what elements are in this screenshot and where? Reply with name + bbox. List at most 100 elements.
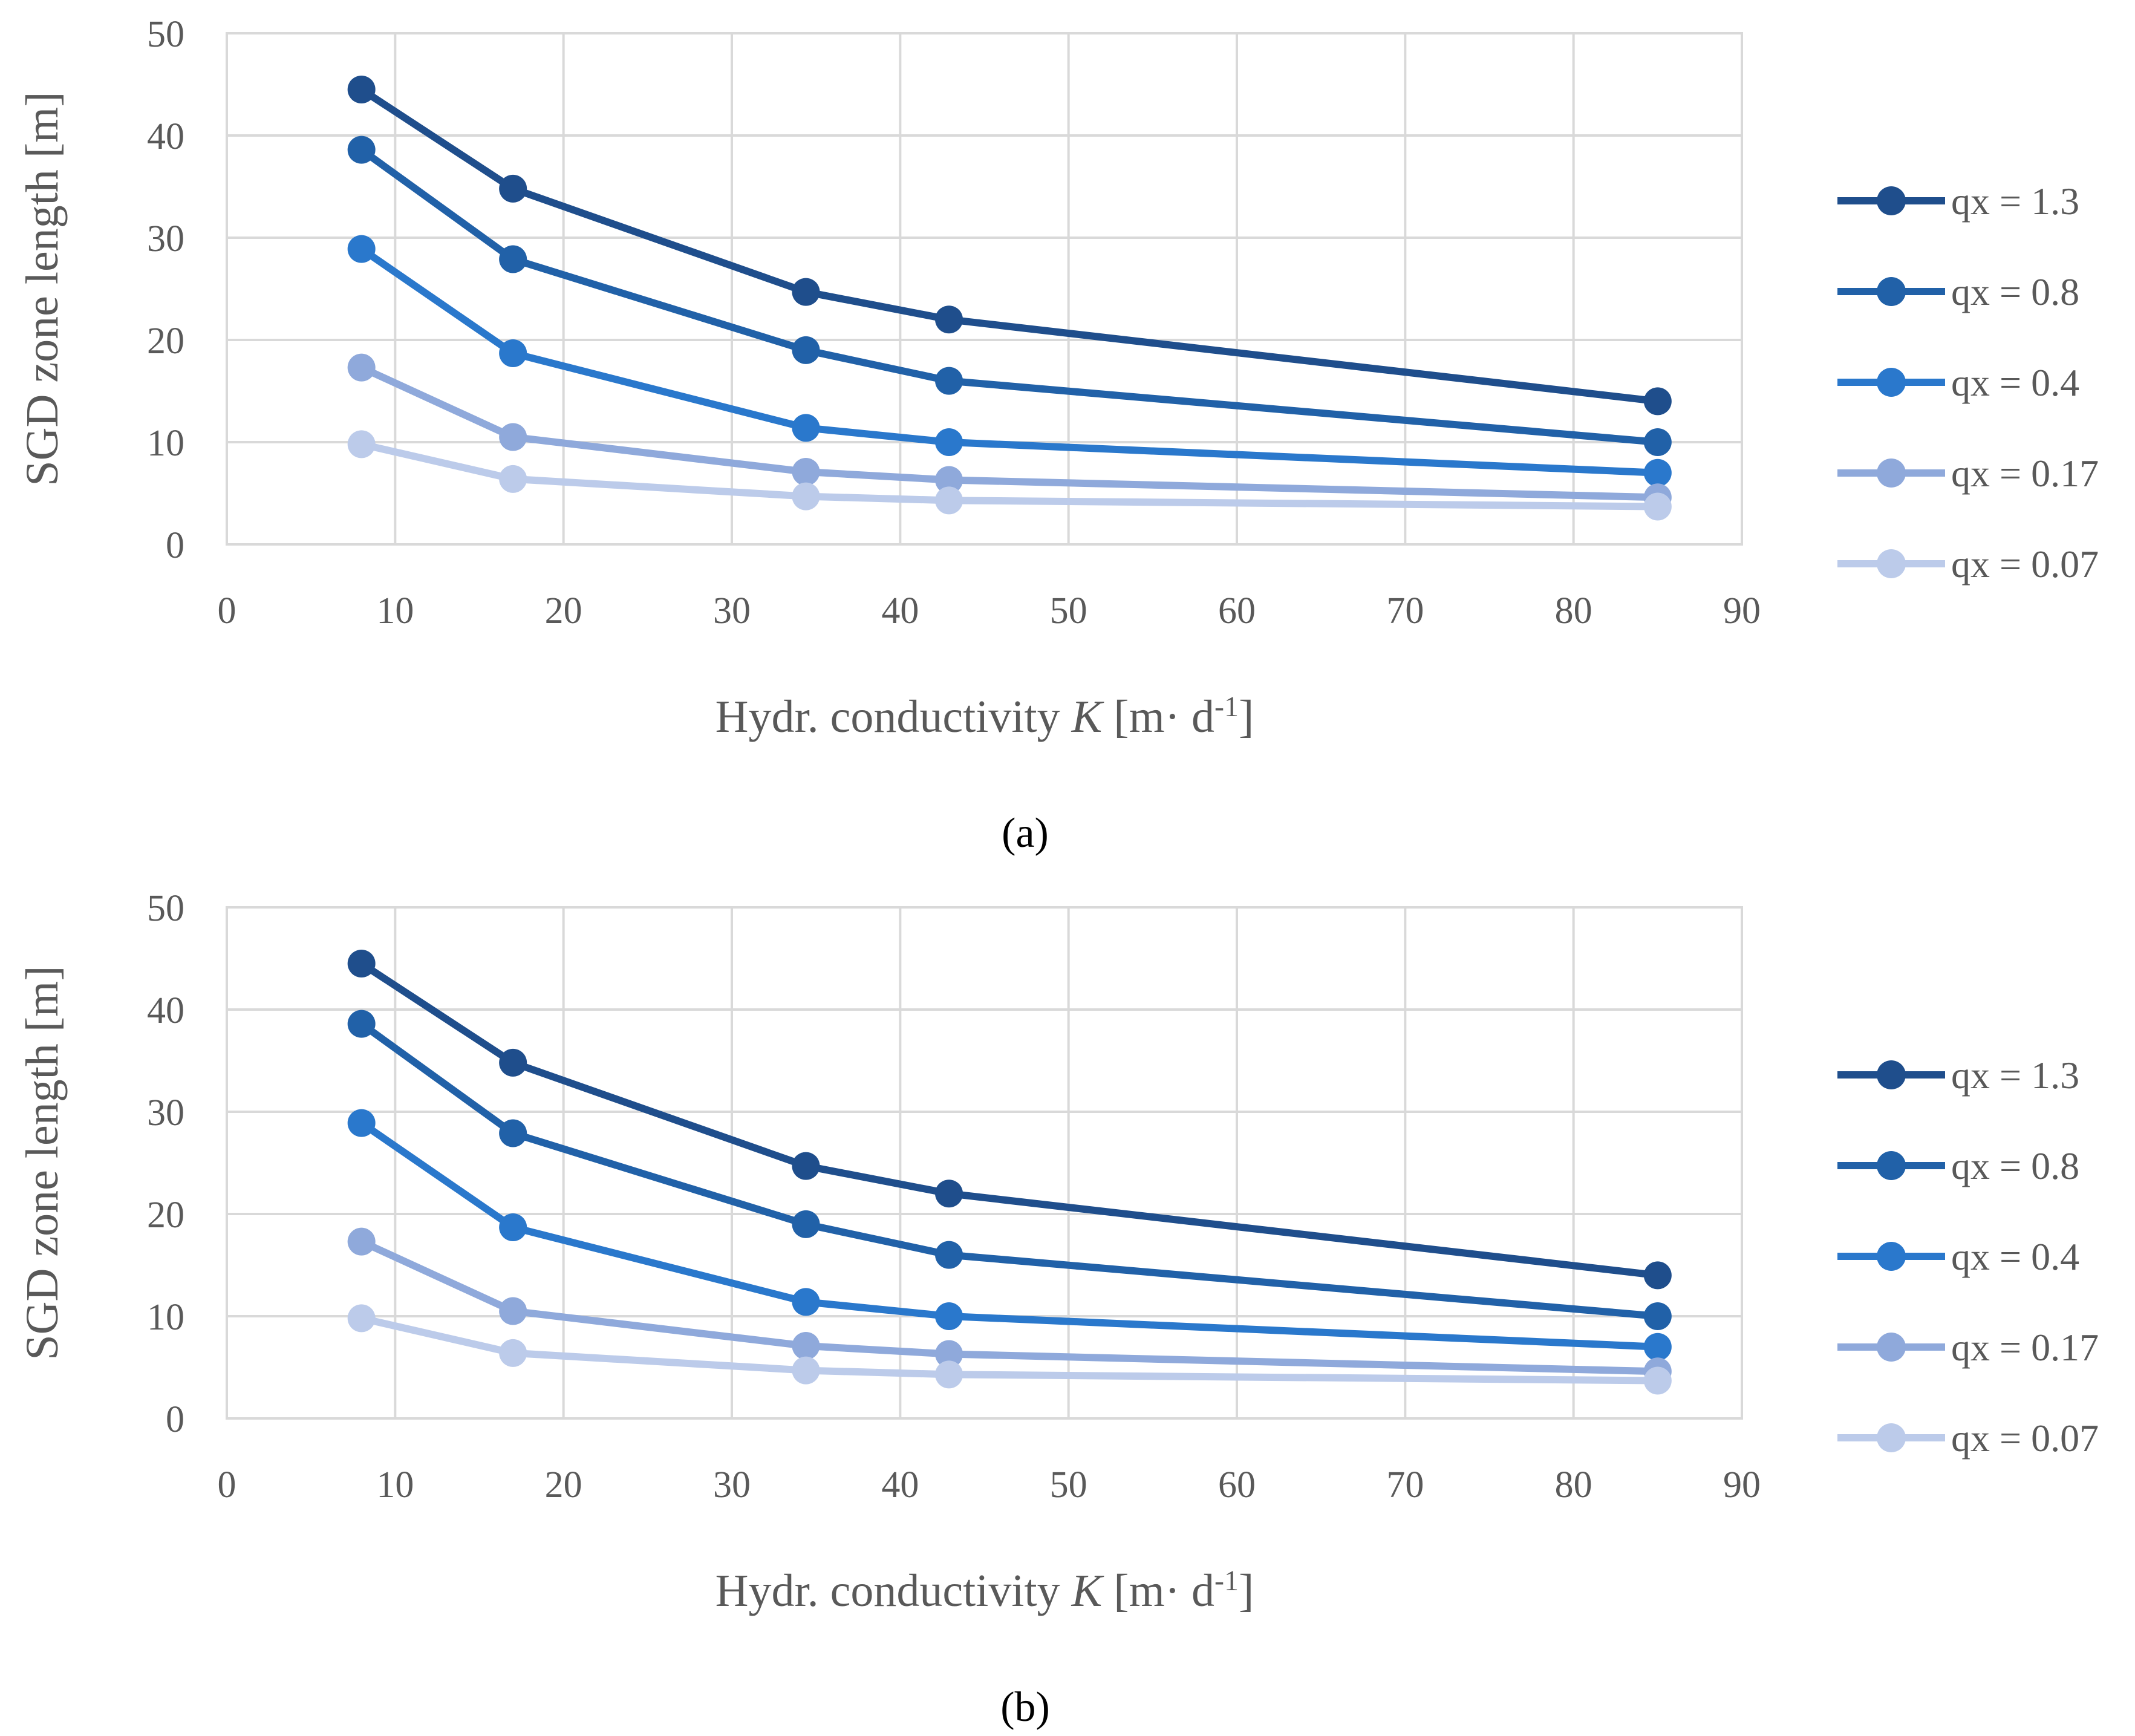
series-line-4	[360, 440, 1658, 511]
legend-label: qx = 0.07	[1951, 543, 2099, 586]
x-tick-label: 80	[1555, 1464, 1592, 1506]
x-tick-label: 60	[1218, 1464, 1256, 1506]
x-axis-title-part: [m· d	[1102, 691, 1214, 742]
plot-area-frame	[226, 906, 1743, 1420]
x-axis-title-part: Hydr. conductivity	[715, 691, 1072, 742]
figure-caption: (a)	[1002, 810, 1049, 857]
legend-label: qx = 0.4	[1951, 361, 2079, 404]
data-point	[935, 466, 963, 494]
y-tick-label: 0	[166, 525, 184, 566]
y-tick-label: 50	[147, 14, 184, 55]
data-point	[792, 1210, 820, 1238]
figure-caption: (b)	[1000, 1684, 1050, 1731]
data-point	[499, 1339, 527, 1367]
x-tick-label: 40	[881, 590, 919, 631]
legend-label: qx = 1.3	[1951, 180, 2079, 223]
data-point	[792, 336, 820, 364]
data-point	[499, 339, 527, 367]
data-point	[935, 486, 963, 515]
x-tick-label: 10	[376, 590, 414, 631]
series-line-1	[359, 146, 1658, 446]
data-point	[935, 1180, 963, 1208]
data-point	[499, 174, 527, 203]
data-point	[499, 1048, 527, 1077]
x-tick-label: 20	[545, 590, 582, 631]
legend-swatch-marker	[1877, 1333, 1906, 1362]
legend-swatch-marker	[1877, 1242, 1906, 1271]
data-point	[347, 1109, 376, 1137]
x-tick-label: 30	[713, 590, 751, 631]
x-tick-label: 10	[376, 1464, 414, 1506]
data-point	[935, 1360, 963, 1389]
data-point	[792, 482, 820, 511]
data-point	[792, 458, 820, 486]
data-point	[935, 1340, 963, 1368]
legend-swatch-marker	[1877, 1060, 1906, 1089]
data-point	[499, 245, 527, 273]
x-tick-label: 90	[1723, 1464, 1761, 1506]
chart-panel-b: 0 10 20 30 40 50 0 10 20 30 40 50 60 70 80 90 qx = 1.3 qx…	[17, 888, 2099, 1731]
x-tick-label: 50	[1050, 1464, 1087, 1506]
legend-label: qx = 0.17	[1951, 452, 2099, 495]
x-tick-label: 70	[1386, 590, 1424, 631]
data-point	[347, 235, 376, 263]
x-tick-label: 0	[218, 590, 236, 631]
y-tick-label: 10	[147, 1297, 184, 1338]
legend-label: qx = 1.3	[1951, 1054, 2079, 1097]
y-axis-title: SGD zone length [m]	[17, 91, 68, 486]
data-point	[499, 1297, 527, 1325]
legend-label: qx = 0.17	[1951, 1326, 2099, 1369]
y-axis-title: SGD zone length [m]	[17, 965, 68, 1360]
legend-label: qx = 0.8	[1951, 270, 2079, 313]
legend-swatch-marker	[1877, 549, 1906, 578]
legend-swatch-marker	[1877, 1423, 1906, 1452]
x-axis-title-part: -1	[1214, 1565, 1239, 1597]
data-point	[499, 423, 527, 451]
data-point	[347, 430, 376, 458]
data-point	[935, 1302, 963, 1330]
data-point	[792, 414, 820, 442]
x-tick-label: 50	[1050, 590, 1087, 631]
legend-swatch-marker	[1877, 458, 1906, 488]
data-point	[935, 305, 963, 334]
data-point	[499, 1119, 527, 1147]
series-line-4	[360, 1314, 1658, 1385]
legend-label: qx = 0.8	[1951, 1144, 2079, 1187]
x-tick-label: 60	[1218, 590, 1256, 631]
x-axis-title-part: -1	[1214, 691, 1239, 723]
x-axis-title: Hydr. conductivity K [m· d-1]	[715, 1565, 1254, 1617]
y-tick-label: 40	[147, 990, 184, 1031]
x-tick-label: 80	[1555, 590, 1592, 631]
data-point	[1643, 1333, 1672, 1361]
y-tick-label: 20	[147, 321, 184, 362]
chart-panel-a: 0 10 20 30 40 50 0 10 20 30 40 50 60 70 80 90 qx = 1.3 qx…	[17, 14, 2099, 857]
data-point	[347, 949, 376, 977]
series-line-1	[359, 1020, 1658, 1320]
x-axis-title-part: ]	[1239, 1565, 1254, 1616]
data-point	[792, 1356, 820, 1385]
data-point	[347, 75, 376, 103]
x-tick-label: 0	[218, 1464, 236, 1506]
data-point	[792, 1152, 820, 1180]
data-point	[347, 1227, 376, 1256]
data-point	[1643, 428, 1672, 456]
data-point	[792, 1332, 820, 1360]
legend-swatch-marker	[1877, 1151, 1906, 1180]
data-point	[1643, 492, 1672, 521]
x-tick-label: 70	[1386, 1464, 1424, 1506]
x-tick-label: 90	[1723, 590, 1761, 631]
x-axis-title: Hydr. conductivity K [m· d-1]	[715, 691, 1254, 743]
y-tick-label: 30	[147, 1092, 184, 1134]
y-tick-label: 50	[147, 888, 184, 929]
x-tick-label: 40	[881, 1464, 919, 1506]
x-axis-title-part: K	[1071, 1565, 1104, 1616]
data-point	[347, 1010, 376, 1038]
data-point	[935, 367, 963, 395]
data-point	[499, 1213, 527, 1241]
legend-label: qx = 0.07	[1951, 1417, 2099, 1460]
y-tick-label: 30	[147, 218, 184, 259]
data-point	[347, 135, 376, 164]
x-axis-title-part: Hydr. conductivity	[715, 1565, 1072, 1616]
y-tick-label: 20	[147, 1195, 184, 1236]
